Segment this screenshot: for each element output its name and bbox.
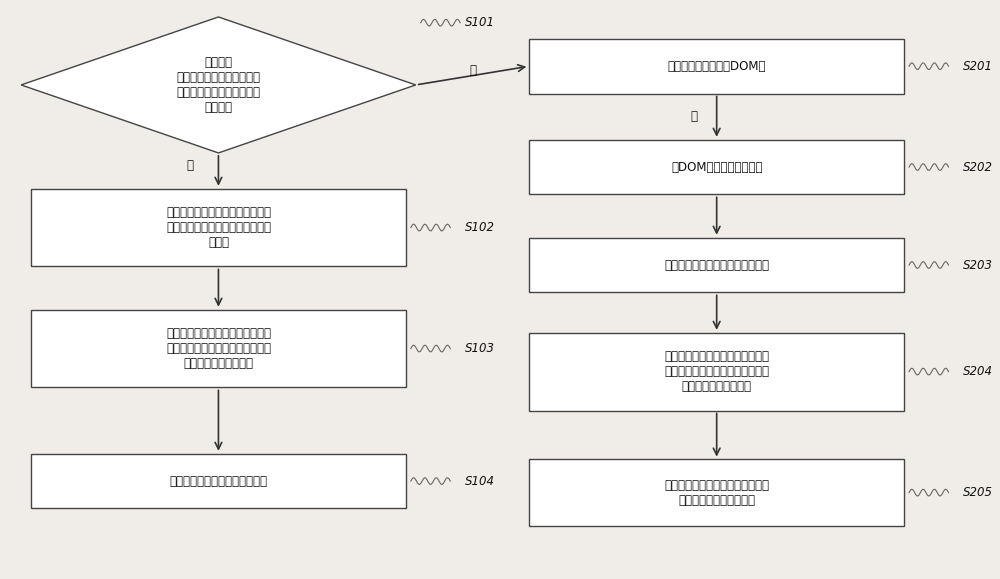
Text: S204: S204 (963, 365, 993, 378)
Text: 在待回填组件中填入该回填数据: 在待回填组件中填入该回填数据 (169, 475, 267, 488)
Text: 在预先存储的组件标识与回填数据
之间的对应关系中，查找与该组件
标识相对应的回填数据: 在预先存储的组件标识与回填数据 之间的对应关系中，查找与该组件 标识相对应的回填… (166, 327, 271, 370)
Text: 在DOM树中查找输入标签: 在DOM树中查找输入标签 (671, 160, 762, 174)
FancyBboxPatch shape (529, 460, 904, 526)
Polygon shape (21, 17, 416, 153)
Text: 是: 是 (187, 159, 194, 171)
FancyBboxPatch shape (529, 39, 904, 94)
FancyBboxPatch shape (31, 310, 406, 387)
Text: S104: S104 (465, 475, 495, 488)
FancyBboxPatch shape (31, 454, 406, 508)
Text: 在查找到的输入标签中填入与该标
签标识相对应的回填数据: 在查找到的输入标签中填入与该标 签标识相对应的回填数据 (664, 479, 769, 507)
Text: S203: S203 (963, 258, 993, 272)
Text: 获取查找到的输入标签的标签标识: 获取查找到的输入标签的标签标识 (664, 258, 769, 272)
FancyBboxPatch shape (31, 189, 406, 266)
Text: S102: S102 (465, 221, 495, 234)
FancyBboxPatch shape (529, 140, 904, 195)
FancyBboxPatch shape (529, 333, 904, 411)
Text: 检测内容
展示页面中是否存在待回填
组件；待回填组件用于填入
输入数据: 检测内容 展示页面中是否存在待回填 组件；待回填组件用于填入 输入数据 (176, 56, 260, 114)
Text: S101: S101 (465, 16, 495, 29)
Text: 是: 是 (690, 110, 697, 123)
Text: S205: S205 (963, 486, 993, 499)
Text: S201: S201 (963, 60, 993, 73)
Text: 否: 否 (469, 64, 476, 77)
Text: S202: S202 (963, 160, 993, 174)
Text: 在预先存储的标签标识与回填数据
之间的对应关系中，查找与该标签
标识相对应的回填数据: 在预先存储的标签标识与回填数据 之间的对应关系中，查找与该标签 标识相对应的回填… (664, 350, 769, 393)
Text: 获取内容展示页面的DOM树: 获取内容展示页面的DOM树 (667, 60, 766, 73)
Text: 获取内容展示页面中的待回填组件
的组件标识，组件标识用于唯一标
识组件: 获取内容展示页面中的待回填组件 的组件标识，组件标识用于唯一标 识组件 (166, 206, 271, 249)
Text: S103: S103 (465, 342, 495, 355)
FancyBboxPatch shape (529, 237, 904, 292)
